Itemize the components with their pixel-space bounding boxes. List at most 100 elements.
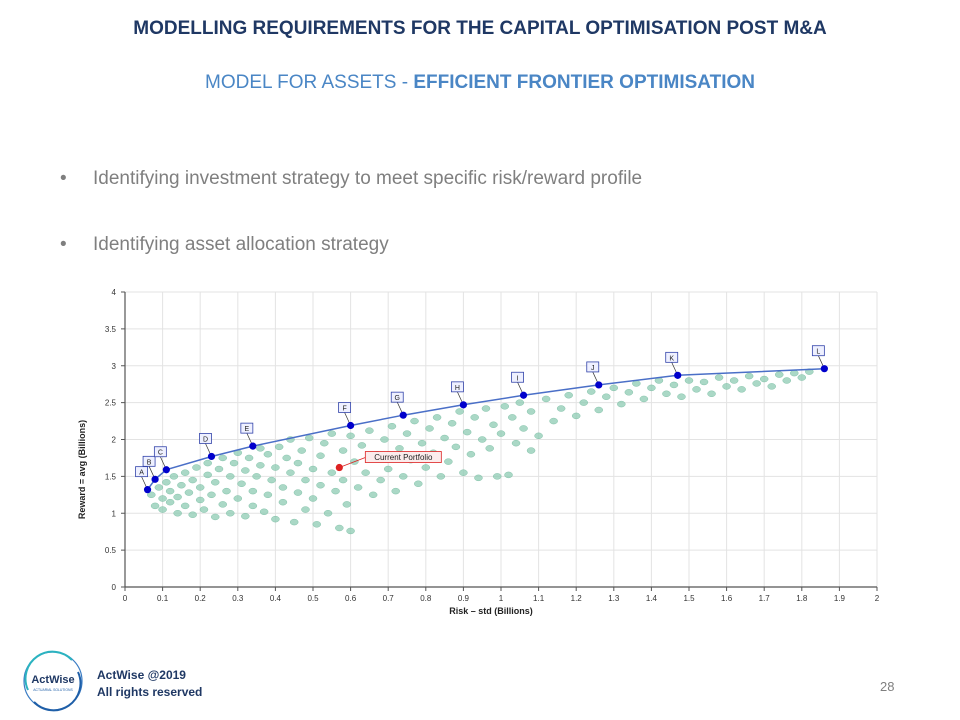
portfolio-point <box>444 458 453 465</box>
portfolio-point <box>188 476 197 484</box>
portfolio-point <box>158 495 167 502</box>
portfolio-point <box>282 454 291 462</box>
portfolio-point <box>451 443 461 451</box>
portfolio-point <box>211 479 220 486</box>
portfolio-point <box>556 405 566 412</box>
portfolio-point <box>195 484 205 491</box>
footer-copyright: ActWise @2019 All rights reserved <box>97 667 202 701</box>
portfolio-point <box>338 447 348 454</box>
portfolio-point <box>357 442 367 449</box>
frontier-point <box>162 466 170 474</box>
portfolio-point <box>173 493 182 501</box>
portfolio-point <box>320 439 329 447</box>
x-tick-label: 0.5 <box>307 594 319 603</box>
frontier-point-label: D <box>203 436 208 443</box>
portfolio-point <box>399 473 408 480</box>
frontier-point-label: K <box>669 355 674 362</box>
portfolio-point <box>207 491 216 499</box>
portfolio-point <box>647 384 656 392</box>
rights-text: All rights reserved <box>97 685 203 699</box>
slide-title: MODELLING REQUIREMENTS FOR THE CAPITAL O… <box>133 18 827 39</box>
portfolio-point <box>218 454 227 462</box>
portfolio-point <box>459 469 468 476</box>
portfolio-point <box>195 496 205 504</box>
frontier-label-box <box>811 345 825 357</box>
portfolio-point <box>338 476 348 484</box>
frontier-point <box>207 452 216 461</box>
frontier-point <box>347 421 355 430</box>
frontier-label-box <box>142 455 156 467</box>
portfolio-point <box>316 482 325 489</box>
actwise-logo-icon: ActWise ACTUARIAL SOLUTIONS <box>23 650 83 712</box>
portfolio-point <box>594 406 603 414</box>
frontier-point <box>143 486 152 494</box>
portfolio-point <box>587 388 596 395</box>
portfolio-point <box>233 495 243 502</box>
frontier-point <box>399 411 407 419</box>
portfolio-point <box>541 395 551 403</box>
portfolio-point <box>331 487 340 495</box>
portfolio-point <box>293 489 303 496</box>
x-tick-label: 0.9 <box>458 594 470 603</box>
portfolio-point <box>169 473 179 480</box>
logo-text: ActWise <box>31 674 74 686</box>
frontier-point-label: F <box>342 405 346 412</box>
portfolio-point <box>515 399 524 406</box>
portfolio-point <box>387 423 397 430</box>
frontier-point-label: L <box>816 349 820 356</box>
portfolio-point <box>579 399 588 406</box>
portfolio-point <box>447 420 457 427</box>
portfolio-point <box>489 421 498 428</box>
y-tick-label: 2.5 <box>105 399 117 408</box>
portfolio-point <box>150 502 160 510</box>
portfolio-point <box>432 414 442 421</box>
frontier-label-box <box>338 402 352 413</box>
portfolio-point <box>312 521 321 528</box>
portfolio-point <box>241 467 250 474</box>
frontier-point <box>595 381 603 389</box>
frontier-point <box>151 475 159 483</box>
portfolio-point <box>327 469 336 476</box>
portfolio-point <box>192 464 201 471</box>
current-portfolio-point <box>335 463 343 472</box>
portfolio-point <box>305 434 314 442</box>
portfolio-point <box>511 439 521 447</box>
portfolio-point <box>226 510 235 517</box>
x-tick-label: 0.7 <box>383 594 395 603</box>
portfolio-point <box>470 414 479 421</box>
portfolio-point <box>361 469 370 476</box>
portfolio-point <box>421 464 430 471</box>
portfolio-point <box>714 374 724 381</box>
portfolio-point <box>301 506 310 513</box>
portfolio-point <box>508 414 517 421</box>
frontier-point <box>820 365 828 373</box>
y-tick-label: 4 <box>112 288 117 297</box>
bullet-item: • Identifying asset allocation strategy <box>60 234 920 256</box>
portfolio-point <box>504 471 513 479</box>
portfolio-point <box>263 491 273 499</box>
portfolio-point <box>365 427 374 434</box>
portfolio-point <box>384 465 393 473</box>
frontier-point-label: E <box>245 426 250 433</box>
portfolio-point <box>624 389 634 396</box>
portfolio-point <box>496 430 506 437</box>
frontier-point-label: I <box>517 375 519 382</box>
portfolio-point <box>342 501 352 508</box>
portfolio-point <box>289 518 299 526</box>
y-tick-label: 3.5 <box>105 325 117 334</box>
x-tick-label: 0.6 <box>345 594 357 603</box>
frontier-label-box <box>153 446 167 458</box>
portfolio-point <box>417 439 427 447</box>
portfolio-point <box>199 506 209 513</box>
bullet-icon: • <box>60 234 67 255</box>
frontier-point-label: C <box>158 450 163 457</box>
portfolio-point <box>602 393 611 400</box>
portfolio-point <box>184 489 194 496</box>
portfolio-point <box>327 430 336 437</box>
portfolio-point <box>410 417 419 425</box>
current-portfolio-leader <box>339 457 366 468</box>
frontier-label-box <box>665 351 679 363</box>
portfolio-point <box>180 469 190 476</box>
portfolio-point <box>414 480 423 487</box>
x-tick-label: 0.8 <box>420 594 432 603</box>
